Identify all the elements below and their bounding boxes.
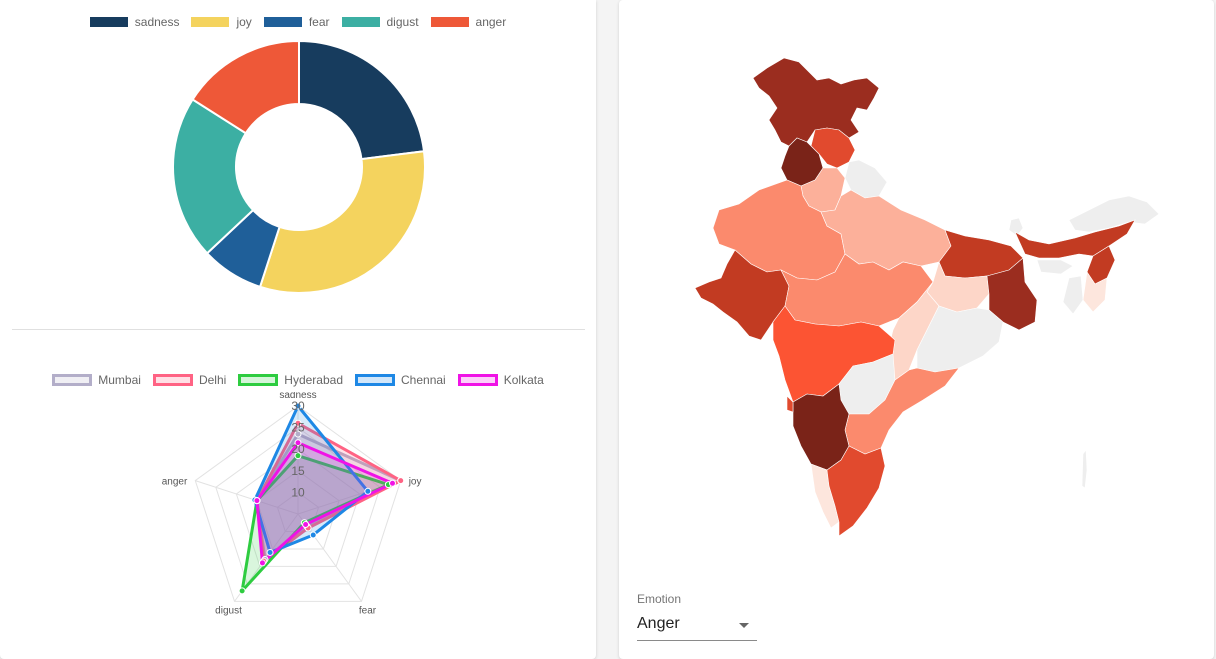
donut-legend-item-fear[interactable]: fear bbox=[263, 15, 330, 29]
radar-tick-label: 25 bbox=[291, 421, 305, 435]
dropdown-arrow-icon[interactable] bbox=[739, 623, 749, 628]
legend-swatch bbox=[52, 374, 93, 386]
radar-axis-label-anger: anger bbox=[162, 477, 188, 488]
donut-legend-item-digust[interactable]: digust bbox=[341, 15, 419, 29]
radar-point-kolkata[interactable] bbox=[258, 559, 266, 567]
donut-legend-item-sadness[interactable]: sadness bbox=[89, 15, 180, 29]
legend-swatch bbox=[89, 17, 128, 27]
donut-slice-joy[interactable] bbox=[258, 150, 426, 294]
legend-swatch bbox=[430, 17, 469, 27]
radar-axis-label-joy: joy bbox=[408, 477, 422, 488]
radar-spoke bbox=[195, 480, 299, 515]
emotion-select[interactable]: Anger bbox=[637, 612, 757, 641]
legend-label: fear bbox=[308, 15, 330, 29]
divider bbox=[12, 329, 585, 330]
radar-legend: Mumbai Delhi Hyderabad Chennai Kolkata bbox=[0, 373, 596, 387]
radar-point-kolkata[interactable] bbox=[294, 439, 302, 447]
emotion-label: Emotion bbox=[637, 592, 682, 606]
region-gujarat[interactable] bbox=[694, 249, 790, 341]
legend-label: joy bbox=[236, 15, 252, 29]
radar-point-delhi[interactable] bbox=[294, 419, 302, 427]
donut-chart bbox=[172, 40, 426, 294]
legend-label: Chennai bbox=[401, 373, 446, 387]
region-jammu-kashmir[interactable] bbox=[752, 57, 880, 147]
radar-series-kolkata[interactable] bbox=[255, 441, 394, 565]
legend-swatch bbox=[341, 17, 380, 27]
radar-legend-item-delhi[interactable]: Delhi bbox=[152, 373, 227, 387]
radar-gridline bbox=[235, 448, 361, 567]
map-card: Emotion Anger bbox=[619, 0, 1214, 659]
radar-point-mumbai[interactable] bbox=[294, 430, 302, 438]
legend-label: Hyderabad bbox=[284, 373, 344, 387]
radar-series-chennai[interactable] bbox=[253, 404, 370, 554]
radar-point-kolkata[interactable] bbox=[302, 520, 310, 528]
donut-legend-item-anger[interactable]: anger bbox=[430, 15, 507, 29]
radar-point-hyderabad[interactable] bbox=[294, 452, 302, 460]
india-choropleth-map bbox=[694, 57, 1159, 537]
region-tamil-nadu[interactable] bbox=[826, 445, 886, 537]
radar-legend-item-hyderabad[interactable]: Hyderabad bbox=[238, 373, 343, 387]
legend-swatch bbox=[263, 17, 302, 27]
radar-point-chennai[interactable] bbox=[364, 487, 372, 495]
map-regions bbox=[694, 57, 1159, 537]
radar-gridline bbox=[256, 470, 340, 550]
legend-swatch bbox=[191, 17, 230, 27]
emotion-selected-value: Anger bbox=[637, 615, 680, 632]
legend-label: Mumbai bbox=[98, 373, 141, 387]
radar-tick-label: 30 bbox=[291, 399, 305, 413]
region-karnataka[interactable] bbox=[792, 383, 850, 471]
radar-axis-label-sadness: sadness bbox=[279, 392, 316, 401]
region-andhra-pradesh[interactable] bbox=[844, 367, 960, 455]
region-goa[interactable] bbox=[786, 395, 794, 413]
radar-axis-label-digust: digust bbox=[215, 605, 242, 616]
donut-legend-item-joy[interactable]: joy bbox=[191, 15, 252, 29]
donut-slice-digust[interactable] bbox=[172, 98, 255, 255]
radar-point-chennai[interactable] bbox=[294, 402, 302, 410]
legend-label: sadness bbox=[134, 15, 180, 29]
legend-label: Kolkata bbox=[503, 373, 544, 387]
donut-legend: sadness joy fear digust anger bbox=[0, 15, 596, 29]
legend-label: anger bbox=[475, 15, 507, 29]
region-uttar-pradesh[interactable] bbox=[820, 189, 952, 271]
legend-label: Delhi bbox=[198, 373, 227, 387]
region-odisha[interactable] bbox=[916, 305, 1004, 373]
legend-label: digust bbox=[386, 15, 419, 29]
radar-tick-label: 20 bbox=[291, 442, 305, 456]
radar-gridline bbox=[194, 405, 402, 602]
region-meghalaya[interactable] bbox=[1036, 259, 1074, 275]
region-tripura[interactable] bbox=[1062, 275, 1084, 315]
region-west-bengal[interactable] bbox=[986, 257, 1038, 331]
legend-swatch bbox=[355, 374, 396, 386]
radar-legend-item-kolkata[interactable]: Kolkata bbox=[457, 373, 544, 387]
radar-axis-label-fear: fear bbox=[359, 605, 377, 616]
radar-legend-item-chennai[interactable]: Chennai bbox=[355, 373, 446, 387]
radar-point-delhi[interactable] bbox=[397, 477, 405, 485]
donut-slice-anger[interactable] bbox=[191, 40, 300, 135]
radar-tick-label: 10 bbox=[291, 485, 305, 499]
radar-point-chennai[interactable] bbox=[266, 548, 274, 556]
donut-slice-sadness[interactable] bbox=[298, 40, 426, 161]
legend-swatch bbox=[238, 374, 279, 386]
legend-swatch bbox=[152, 374, 193, 386]
region-andaman[interactable] bbox=[1081, 449, 1088, 489]
radar-point-chennai[interactable] bbox=[309, 531, 317, 539]
radar-point-kolkata[interactable] bbox=[253, 497, 261, 505]
radar-point-kolkata[interactable] bbox=[388, 479, 396, 487]
region-sikkim[interactable] bbox=[1008, 217, 1024, 237]
charts-card: sadness joy fear digust anger Mumbai Delhi Hyd… bbox=[0, 0, 596, 659]
radar-legend-item-mumbai[interactable]: Mumbai bbox=[52, 373, 141, 387]
radar-point-hyderabad[interactable] bbox=[238, 587, 246, 595]
legend-swatch bbox=[457, 374, 498, 386]
region-arunachal[interactable] bbox=[1068, 195, 1159, 233]
radar-tick-label: 15 bbox=[291, 464, 305, 478]
